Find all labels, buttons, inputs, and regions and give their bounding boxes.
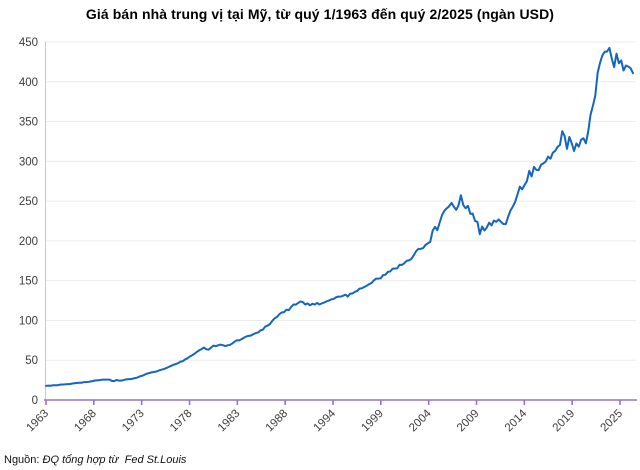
source-text: ĐQ tổng hợp từ Fed St.Louis (42, 454, 187, 466)
y-tick-label: 400 (19, 77, 38, 89)
chart-title: Giá bán nhà trung vị tại Mỹ, từ quý 1/19… (85, 6, 555, 22)
y-tick-label: 150 (19, 276, 38, 288)
x-tick-label: 1983 (216, 408, 243, 435)
x-tick-label: 2014 (503, 407, 530, 434)
x-tick-label: 1968 (72, 408, 99, 435)
y-tick-label: 300 (19, 156, 38, 168)
x-tick-label: 2025 (599, 408, 626, 435)
x-tick-label: 1999 (359, 408, 386, 435)
x-tick-label: 1963 (25, 408, 52, 435)
y-tick-label: 100 (19, 315, 38, 327)
y-tick-label: 350 (19, 117, 38, 129)
y-tick-label: 450 (19, 37, 38, 49)
y-tick-label: 200 (19, 236, 38, 248)
x-tick-label: 2019 (551, 408, 578, 435)
source-prefix: Nguồn: (4, 454, 43, 466)
x-tick-label: 1978 (168, 408, 195, 435)
x-tick-label: 2004 (407, 407, 434, 434)
x-tick-label: 1973 (120, 408, 147, 435)
y-tick-label: 50 (25, 355, 38, 367)
x-tick-label: 2009 (455, 408, 482, 435)
y-tick-label: 250 (19, 196, 38, 208)
x-tick-label: 1988 (264, 408, 291, 435)
y-tick-label: 0 (32, 395, 38, 407)
x-tick-label: 1994 (312, 407, 339, 434)
source-note: Nguồn: ĐQ tổng hợp từ Fed St.Louis (4, 454, 186, 466)
price-line (45, 46, 634, 387)
